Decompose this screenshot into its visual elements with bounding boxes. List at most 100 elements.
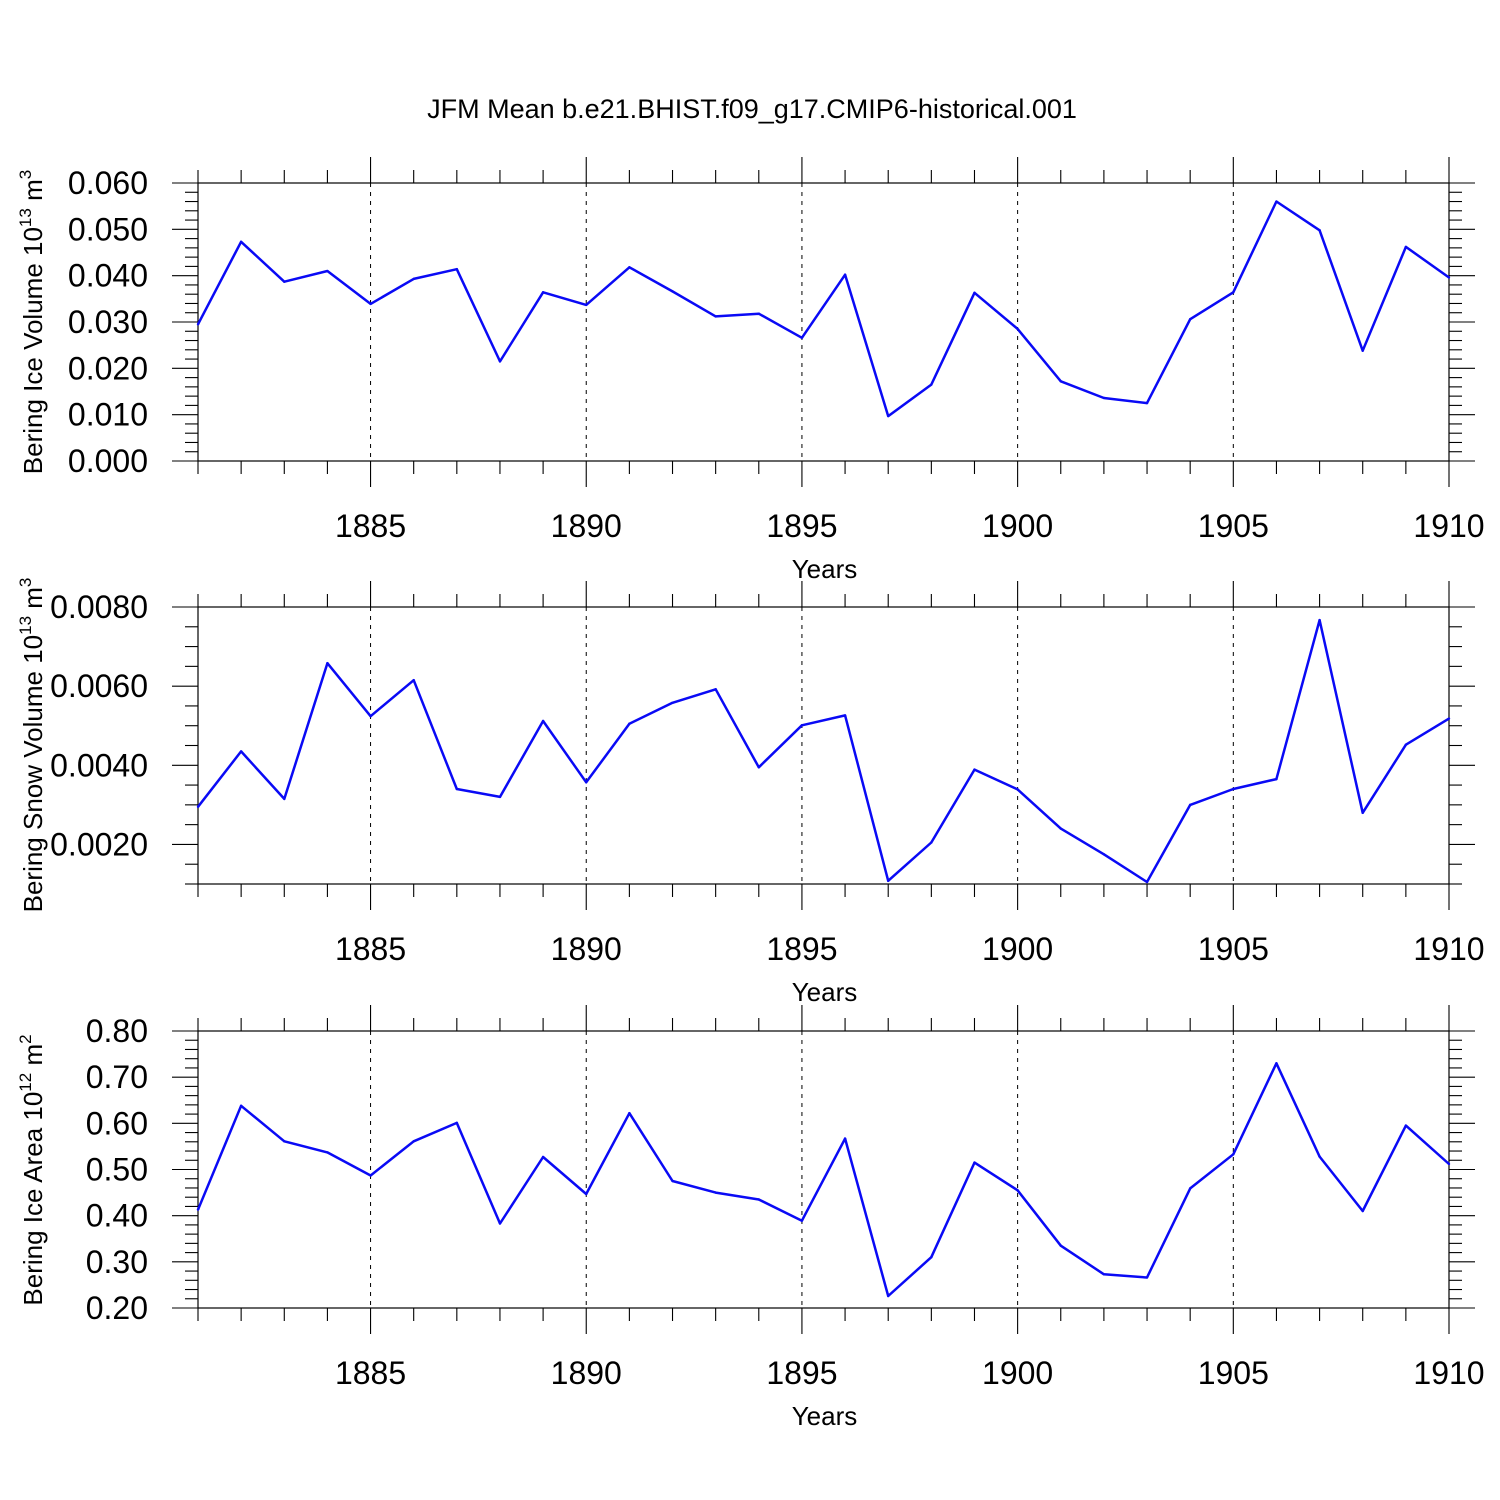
data-point (1275, 1062, 1278, 1065)
data-point (671, 1179, 674, 1183)
x-tick-label: 1895 (766, 1355, 837, 1391)
data-point (1102, 1273, 1106, 1276)
y-tick-label: 0.80 (86, 1013, 148, 1049)
data-point (1102, 853, 1106, 856)
data-point (757, 766, 760, 769)
data-point (1059, 380, 1062, 383)
data-point (1361, 811, 1364, 814)
plot-frame (197, 182, 1450, 462)
y-axis-label-unit-exponent: 2 (16, 1034, 35, 1043)
data-point (1275, 200, 1278, 203)
data-point (326, 1151, 329, 1154)
data-point (196, 323, 200, 326)
data-point (1145, 880, 1149, 884)
data-point (1188, 1187, 1192, 1190)
y-axis-label-unit-exponent: 3 (16, 170, 35, 179)
chart-title: JFM Mean b.e21.BHIST.f09_g17.CMIP6-histo… (427, 94, 1077, 124)
data-point (1318, 229, 1321, 232)
data-point (412, 1140, 415, 1143)
y-tick-label: 0.040 (68, 258, 148, 294)
y-axis-label-unit: m (18, 179, 48, 208)
data-point (1059, 1244, 1062, 1247)
data-point (714, 1191, 717, 1194)
data-point (800, 724, 804, 727)
data-point (1404, 245, 1408, 249)
x-tick-label: 1910 (1413, 931, 1484, 967)
y-tick-label: 0.70 (86, 1059, 148, 1095)
data-point (498, 1222, 502, 1225)
y-tick-label: 0.000 (68, 443, 148, 479)
x-tick-label: 1905 (1198, 1355, 1269, 1391)
data-point (326, 269, 329, 273)
data-point (1232, 1153, 1235, 1156)
data-point (800, 1219, 804, 1222)
data-point (671, 701, 674, 704)
x-tick-label: 1890 (551, 931, 622, 967)
data-point (930, 841, 933, 844)
data-point (1188, 803, 1192, 807)
data-point (239, 1104, 243, 1107)
data-point (843, 1137, 847, 1140)
y-tick-label: 0.60 (86, 1105, 148, 1141)
x-axis-label: Years (792, 1401, 858, 1431)
data-point (541, 291, 545, 294)
x-tick-label: 1905 (1198, 508, 1269, 544)
data-point (1232, 787, 1235, 791)
data-point (412, 679, 415, 682)
data-point (239, 240, 243, 244)
data-point (369, 1174, 372, 1177)
data-point (714, 688, 717, 691)
data-point (585, 303, 588, 307)
x-axis-label: Years (792, 554, 858, 584)
x-tick-label: 1885 (335, 1355, 406, 1391)
data-point (757, 1198, 760, 1201)
data-point (1275, 777, 1278, 781)
x-tick-label: 1895 (766, 508, 837, 544)
data-point (1361, 1209, 1364, 1213)
y-tick-label: 0.010 (68, 397, 148, 433)
data-point (628, 266, 631, 269)
data-point (196, 1208, 200, 1211)
x-tick-label: 1900 (982, 1355, 1053, 1391)
data-point (671, 290, 674, 293)
panel-1: 1885 1890 1895 1900 1905 1910 Years 0.000 0.010 0… (16, 157, 1485, 584)
y-tick-label: 0.0060 (50, 668, 148, 704)
data-point (1447, 717, 1451, 720)
data-point (283, 280, 286, 283)
series-line (196, 1062, 1450, 1298)
x-tick-label: 1910 (1413, 508, 1484, 544)
data-point (1145, 1276, 1149, 1279)
data-point (455, 267, 459, 271)
data-point (1016, 1189, 1019, 1192)
data-point (455, 1121, 459, 1125)
data-point (843, 273, 847, 276)
data-point (628, 1111, 631, 1115)
data-point (369, 715, 372, 718)
data-point (1447, 276, 1451, 279)
y-tick-label: 0.0080 (50, 589, 148, 625)
y-tick-label: 0.0040 (50, 747, 148, 783)
data-point (843, 714, 847, 717)
y-axis-label-text: Bering Ice Volume 10 (18, 227, 48, 474)
x-axis-label: Years (792, 977, 858, 1007)
x-tick-label: 1900 (982, 508, 1053, 544)
x-tick-label: 1890 (551, 1355, 622, 1391)
data-point (714, 315, 717, 318)
data-point (412, 277, 415, 281)
data-point (887, 414, 890, 418)
data-point (498, 360, 502, 363)
data-point (541, 1155, 545, 1159)
plot-frame (197, 1030, 1450, 1309)
x-tick-label: 1885 (335, 931, 406, 967)
data-point (1318, 618, 1321, 622)
y-axis-label: Bering Snow Volume 1013 m3 (16, 578, 48, 913)
data-point (1361, 349, 1364, 352)
data-point (196, 805, 200, 809)
data-point (887, 1294, 890, 1298)
data-point (585, 1192, 588, 1196)
y-axis-label: Bering Ice Volume 1013 m3 (16, 170, 48, 474)
data-point (455, 787, 459, 791)
y-tick-label: 0.0020 (50, 826, 148, 862)
x-tick-label: 1885 (335, 508, 406, 544)
data-point (239, 750, 243, 753)
